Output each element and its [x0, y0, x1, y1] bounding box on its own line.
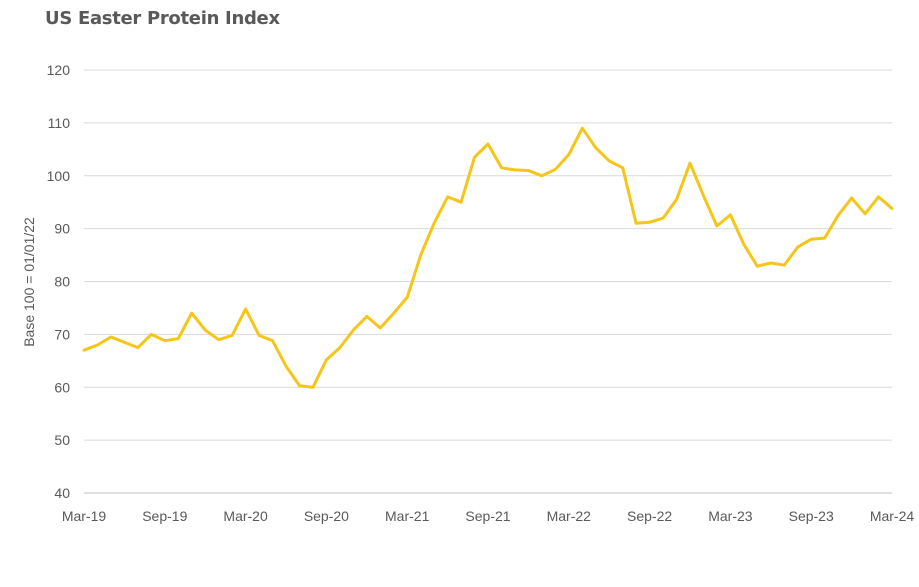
x-tick-label: Mar-20 — [223, 508, 268, 524]
y-tick-label: 60 — [54, 379, 70, 395]
x-tick-label: Sep-19 — [142, 508, 187, 524]
y-axis-label: Base 100 = 01/01/22 — [21, 217, 37, 347]
y-tick-label: 80 — [54, 274, 70, 290]
x-tick-label: Sep-22 — [627, 508, 672, 524]
y-tick-labels: 40 50 60 70 80 90 100 110 120 — [47, 62, 71, 501]
gridlines — [84, 69, 892, 494]
y-tick-label: 120 — [47, 62, 71, 78]
x-tick-label: Sep-21 — [465, 508, 510, 524]
x-tick-label: Mar-21 — [385, 508, 430, 524]
x-tick-label: Mar-19 — [62, 508, 107, 524]
x-tick-label: Sep-23 — [789, 508, 834, 524]
x-tick-label: Mar-22 — [547, 508, 592, 524]
x-tick-labels: Mar-19 Sep-19 Mar-20 Sep-20 Mar-21 Sep-21 Mar-… — [62, 508, 915, 524]
series-layer — [82, 126, 894, 389]
x-tick-label: Mar-24 — [870, 508, 915, 524]
y-tick-label: 100 — [47, 168, 71, 184]
x-tick-label: Sep-20 — [304, 508, 349, 524]
y-tick-label: 40 — [54, 485, 70, 501]
x-tick-label: Mar-23 — [708, 508, 753, 524]
series-line — [82, 126, 894, 389]
y-tick-label: 110 — [48, 115, 71, 131]
y-tick-label: 90 — [54, 221, 70, 237]
y-tick-label: 70 — [54, 326, 70, 342]
chart-title: US Easter Protein Index — [45, 8, 280, 29]
y-tick-label: 50 — [54, 432, 70, 448]
